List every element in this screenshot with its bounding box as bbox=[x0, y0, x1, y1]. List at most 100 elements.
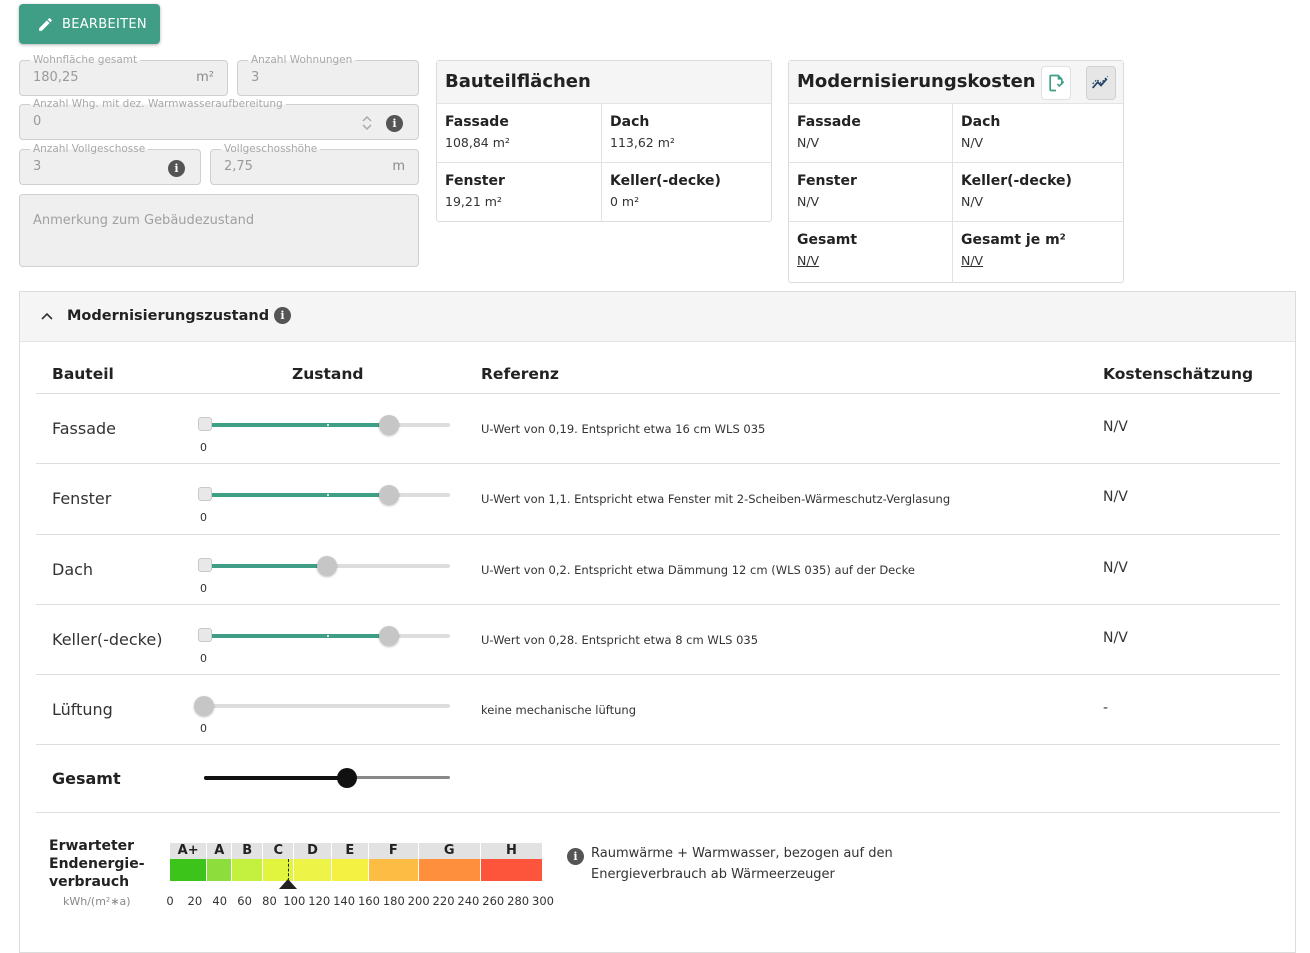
vollgeschosse-field[interactable]: Anzahl Vollgeschosse 3 i bbox=[19, 142, 201, 185]
zustand-slider[interactable] bbox=[198, 626, 450, 646]
geschosshoehe-field[interactable]: Vollgeschosshöhe 2,75 m bbox=[210, 142, 419, 185]
zustand-title: Modernisierungszustand bbox=[67, 308, 270, 324]
energy-class-label: B bbox=[232, 843, 264, 859]
energy-class-label: C bbox=[263, 843, 295, 859]
zustand-slider[interactable] bbox=[198, 485, 450, 505]
zustand-slider[interactable] bbox=[194, 696, 450, 716]
zustand-header[interactable]: Modernisierungszustand i bbox=[20, 292, 1295, 342]
kosten-cell-dach: Dach N/V bbox=[961, 114, 1001, 150]
gesamt-slider[interactable] bbox=[204, 768, 450, 788]
slider-fill bbox=[204, 634, 389, 638]
kosten-cell-gesamt: Gesamt N/V bbox=[797, 232, 858, 268]
energy-tick-label: 40 bbox=[212, 894, 228, 908]
warmwasser-field[interactable]: Anzahl Whg. mit dez. Warmwasseraufbereit… bbox=[19, 97, 419, 140]
info-icon[interactable]: i bbox=[168, 160, 185, 177]
info-icon[interactable]: i bbox=[567, 848, 584, 865]
slider-fill bbox=[204, 493, 389, 497]
kosten-cell-fassade: Fassade N/V bbox=[797, 114, 861, 150]
slider-thumb[interactable] bbox=[194, 696, 214, 716]
kosten-gesamt-link[interactable]: N/V bbox=[797, 253, 820, 268]
zustand-slider[interactable] bbox=[198, 556, 450, 576]
edit-button[interactable]: BEARBEITEN bbox=[19, 4, 160, 44]
row-label: Dach bbox=[52, 560, 94, 579]
bauteilflaechen-cell-fenster: Fenster 19,21 m² bbox=[445, 173, 505, 209]
energy-class-bar bbox=[480, 859, 543, 881]
bauteilflaechen-card: Bauteilflächen Fassade 108,84 m² Dach 113,… bbox=[436, 60, 772, 222]
energy-class: A+ bbox=[170, 843, 208, 881]
wohnflaeche-field[interactable]: Wohnfläche gesamt 180,25 m² bbox=[19, 53, 228, 96]
slider-min-mark bbox=[198, 417, 212, 431]
bauteilflaechen-header: Bauteilflächen bbox=[437, 61, 771, 104]
geschosshoehe-value: 2,75 bbox=[224, 159, 253, 174]
slider-tick-label: 0 bbox=[200, 511, 207, 524]
zustand-slider[interactable] bbox=[198, 415, 450, 435]
slider-tick-label: 0 bbox=[200, 652, 207, 665]
energy-class: E bbox=[331, 843, 369, 881]
energy-class-bar bbox=[263, 859, 295, 881]
energy-class: G bbox=[418, 843, 481, 881]
row-divider bbox=[36, 674, 1280, 675]
bauteilflaechen-cell-fassade: Fassade 108,84 m² bbox=[445, 114, 510, 150]
kosten-gesamt-je-m2-link[interactable]: N/V bbox=[961, 253, 984, 268]
vollgeschosse-value: 3 bbox=[33, 159, 42, 174]
row-reference: U-Wert von 0,28. Entspricht etwa 8 cm WL… bbox=[481, 633, 759, 647]
row-divider bbox=[36, 604, 1280, 605]
energy-info-text: Raumwärme + Warmwasser, bezogen auf den … bbox=[591, 846, 893, 882]
row-cost: N/V bbox=[1103, 489, 1128, 505]
stepper-icon[interactable] bbox=[361, 115, 373, 131]
kosten-cell-fenster: Fenster N/V bbox=[797, 173, 857, 209]
slider-thumb[interactable] bbox=[379, 626, 399, 646]
energy-class-bar bbox=[368, 859, 419, 881]
row-cost: - bbox=[1103, 700, 1109, 716]
energy-tick-label: 60 bbox=[237, 894, 252, 908]
info-icon[interactable]: i bbox=[274, 307, 291, 324]
energy-tick-label: 160 bbox=[357, 894, 380, 908]
slider-min-mark bbox=[198, 558, 212, 572]
wohnungen-value: 3 bbox=[251, 70, 260, 85]
energy-tick-label: 300 bbox=[532, 894, 554, 908]
row-reference: keine mechanische lüftung bbox=[481, 703, 637, 717]
energy-class: H bbox=[480, 843, 543, 881]
energy-unit: kWh/(m²∗a) bbox=[63, 895, 131, 908]
row-label: Lüftung bbox=[52, 700, 113, 719]
kosten-title: Modernisierungskosten bbox=[797, 71, 1036, 92]
chart-button[interactable] bbox=[1086, 66, 1116, 100]
slider-thumb[interactable] bbox=[379, 415, 399, 435]
row-reference: U-Wert von 0,2. Entspricht etwa Dämmung … bbox=[481, 563, 915, 577]
slider-fill bbox=[204, 423, 389, 427]
anmerkung-textarea[interactable]: Anmerkung zum Gebäudezustand bbox=[19, 194, 419, 267]
energy-class-label: E bbox=[331, 843, 369, 859]
gesamt-slider-thumb[interactable] bbox=[337, 768, 357, 788]
wohnungen-field[interactable]: Anzahl Wohnungen 3 bbox=[237, 53, 419, 96]
energy-tick-label: 280 bbox=[507, 894, 530, 908]
slider-thumb[interactable] bbox=[379, 485, 399, 505]
energy-class-bar bbox=[294, 859, 332, 881]
save-document-button[interactable] bbox=[1041, 66, 1071, 100]
energy-class: D bbox=[294, 843, 332, 881]
info-icon[interactable]: i bbox=[386, 115, 403, 132]
wohnflaeche-value: 180,25 bbox=[33, 70, 79, 85]
col-header-referenz: Referenz bbox=[481, 365, 559, 383]
energy-class-bar bbox=[331, 859, 369, 881]
energy-tick-label: 20 bbox=[187, 894, 203, 908]
energy-class: B bbox=[232, 843, 264, 881]
slider-min-mark bbox=[198, 487, 212, 501]
slider-fill bbox=[204, 564, 327, 568]
energy-tick-label: 80 bbox=[262, 894, 277, 908]
energy-marker-triangle bbox=[279, 879, 298, 889]
col-header-bauteil: Bauteil bbox=[52, 365, 114, 383]
slider-step-dot bbox=[327, 424, 329, 426]
row-cost: N/V bbox=[1103, 630, 1128, 646]
kosten-header: Modernisierungskosten bbox=[789, 61, 1123, 104]
wohnflaeche-unit: m² bbox=[196, 70, 214, 85]
vollgeschosse-label: Anzahl Vollgeschosse bbox=[30, 142, 149, 156]
zustand-section: Modernisierungszustand i Bauteil Zustand… bbox=[19, 291, 1296, 953]
slider-step-dot bbox=[327, 635, 329, 637]
row-label: Fenster bbox=[52, 489, 112, 508]
chevron-up-icon[interactable] bbox=[41, 312, 53, 320]
slider-tick-label: 0 bbox=[200, 582, 207, 595]
slider-thumb[interactable] bbox=[317, 556, 337, 576]
bauteilflaechen-cell-keller: Keller(-decke) 0 m² bbox=[610, 173, 721, 209]
bauteilflaechen-cell-dach: Dach 113,62 m² bbox=[610, 114, 675, 150]
trend-chart-icon bbox=[1092, 75, 1109, 89]
